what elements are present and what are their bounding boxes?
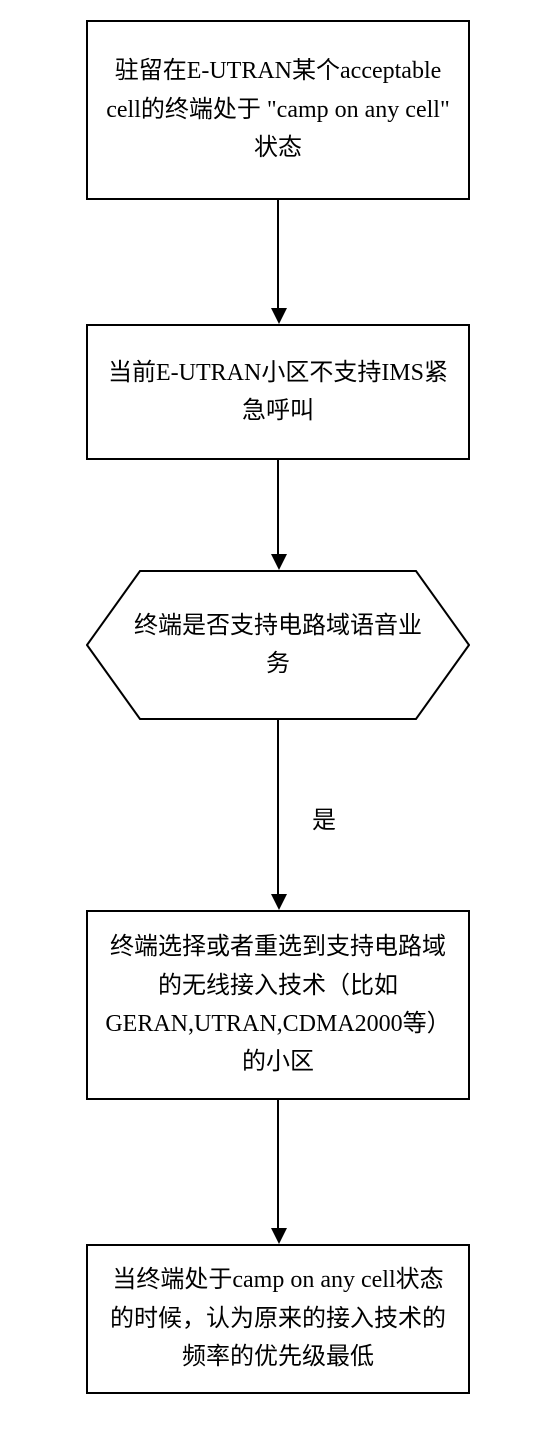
node-text: 当前E-UTRAN小区不支持IMS紧急呼叫 <box>102 354 454 431</box>
node-action-reselect: 终端选择或者重选到支持电路域的无线接入技术（比如GERAN,UTRAN,CDMA… <box>86 910 470 1100</box>
node-text: 驻留在E-UTRAN某个acceptable cell的终端处于 "camp o… <box>102 52 454 167</box>
node-text: 终端选择或者重选到支持电路域的无线接入技术（比如GERAN,UTRAN,CDMA… <box>102 928 454 1082</box>
flowchart-container: 驻留在E-UTRAN某个acceptable cell的终端处于 "camp o… <box>0 0 556 1450</box>
edge-connector <box>277 1100 279 1228</box>
node-text: 终端是否支持电路域语音业务 <box>126 607 430 684</box>
arrow-icon <box>271 894 287 910</box>
arrow-icon <box>271 1228 287 1244</box>
node-end: 当终端处于camp on any cell状态的时候，认为原来的接入技术的频率的… <box>86 1244 470 1394</box>
edge-connector <box>277 200 279 308</box>
arrow-icon <box>271 308 287 324</box>
edge-label-yes: 是 <box>310 800 338 835</box>
node-decision: 终端是否支持电路域语音业务 <box>86 570 470 720</box>
node-text: 当终端处于camp on any cell状态的时候，认为原来的接入技术的频率的… <box>102 1261 454 1376</box>
edge-connector <box>277 460 279 554</box>
node-start: 驻留在E-UTRAN某个acceptable cell的终端处于 "camp o… <box>86 20 470 200</box>
node-condition-ims: 当前E-UTRAN小区不支持IMS紧急呼叫 <box>86 324 470 460</box>
arrow-icon <box>271 554 287 570</box>
edge-connector <box>277 720 279 894</box>
edge-label-text: 是 <box>312 808 336 834</box>
